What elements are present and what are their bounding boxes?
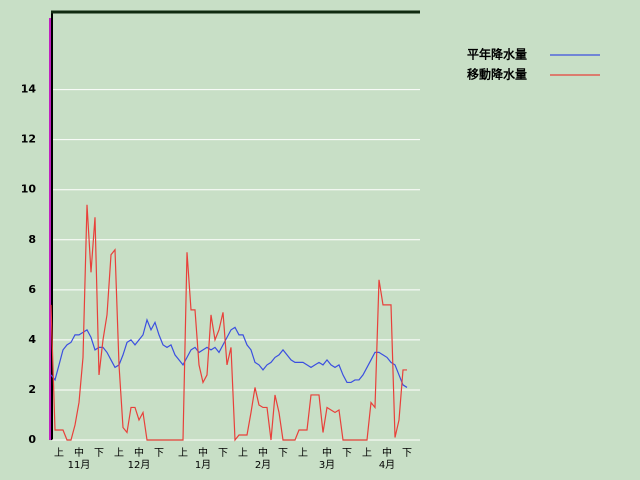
x-tick-label: 中 bbox=[322, 446, 332, 459]
y-tick-label: 0 bbox=[28, 433, 36, 446]
series-line bbox=[50, 317, 408, 388]
x-tick-label: 中 bbox=[198, 446, 208, 459]
y-tick-label: 8 bbox=[28, 233, 36, 246]
month-label: 1月 bbox=[195, 459, 211, 471]
x-tick-label: 中 bbox=[74, 446, 84, 459]
y-tick-label: 2 bbox=[28, 383, 36, 396]
x-tick-label: 下 bbox=[218, 448, 228, 459]
x-tick-label: 下 bbox=[94, 448, 104, 459]
y-tick-label: 10 bbox=[21, 183, 37, 196]
month-label: 2月 bbox=[255, 459, 271, 471]
x-tick-label: 下 bbox=[342, 448, 352, 459]
x-tick-label: 下 bbox=[278, 448, 288, 459]
x-tick-label: 下 bbox=[402, 448, 412, 459]
x-tick-label: 上 bbox=[114, 447, 124, 459]
x-tick-label: 中 bbox=[134, 446, 144, 459]
month-label: 3月 bbox=[319, 459, 335, 471]
month-label: 4月 bbox=[379, 459, 395, 471]
x-tick-label: 中 bbox=[258, 446, 268, 459]
series-line bbox=[50, 204, 407, 442]
y-tick-label: 14 bbox=[21, 83, 37, 96]
month-label: 12月 bbox=[128, 459, 151, 471]
x-tick-label: 上 bbox=[54, 447, 64, 459]
x-tick-label: 上 bbox=[298, 447, 308, 459]
x-tick-label: 下 bbox=[154, 448, 164, 459]
x-tick-label: 上 bbox=[362, 447, 372, 459]
x-tick-label: 上 bbox=[238, 447, 248, 459]
y-tick-label: 4 bbox=[28, 333, 36, 346]
x-tick-label: 中 bbox=[382, 446, 392, 459]
y-tick-label: 6 bbox=[28, 283, 36, 296]
y-tick-label: 12 bbox=[21, 133, 36, 146]
legend-label: 平年降水量 bbox=[467, 47, 527, 62]
month-label: 11月 bbox=[68, 459, 91, 471]
legend-label: 移動降水量 bbox=[467, 67, 527, 82]
x-tick-label: 上 bbox=[178, 447, 188, 459]
